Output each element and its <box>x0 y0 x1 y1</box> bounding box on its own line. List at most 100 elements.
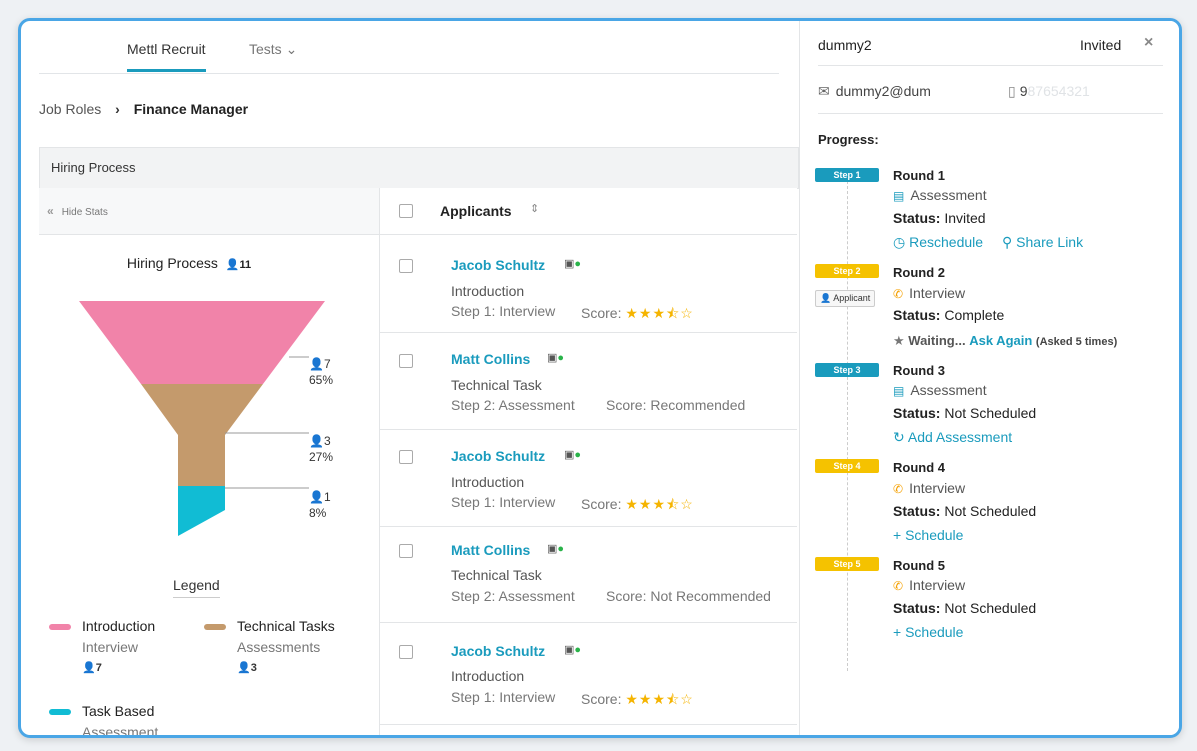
status-value: Complete <box>944 307 1005 323</box>
score-label: Score: Recommended <box>606 397 746 413</box>
status-value: Not Scheduled <box>944 600 1037 616</box>
round-status-4: Status: Not Scheduled <box>893 503 1036 519</box>
round-type-1: ▤ Assessment <box>893 187 987 203</box>
waiting-row: ★ Waiting... Ask Again (Asked 5 times) <box>893 333 1117 349</box>
applicant-score: Score: ★★★⯪☆ <box>581 303 694 327</box>
round-type-3: ▤ Assessment <box>893 382 987 398</box>
legend-sub-2: Assessments <box>237 639 321 655</box>
round-type-4-text: Interview <box>909 480 966 496</box>
funnel-segment-technical <box>141 384 263 486</box>
applicant-row[interactable]: Jacob Schultz ▣● Introduction Step 1: In… <box>380 623 797 725</box>
applicant-stage: Technical Task <box>451 377 542 393</box>
legend-sub-1: Interview <box>82 639 139 655</box>
applicant-row[interactable]: Jacob Schultz ▣● Introduction Step 1: In… <box>380 235 797 333</box>
round-title-2: Round 2 <box>893 265 945 280</box>
double-chevron-left-icon: « <box>47 204 54 218</box>
applicant-tag: 👤 Applicant <box>815 290 876 307</box>
user-icon: 👤 <box>820 293 832 303</box>
add-assessment-button[interactable]: ↻ Add Assessment <box>893 429 1012 446</box>
applicant-row[interactable]: Matt Collins ▣● Technical Task Step 2: A… <box>380 333 797 430</box>
funnel-total-count: 11 <box>239 259 252 271</box>
round-type-1-text: Assessment <box>910 187 987 203</box>
applicants-header: Applicants ⇕ <box>380 188 797 235</box>
phone-icon: ✆ <box>893 287 904 301</box>
applicant-name[interactable]: Matt Collins <box>451 351 531 367</box>
step-badge-1: Step 1 <box>815 168 879 182</box>
share-link-button[interactable]: ⚲ Share Link <box>1002 234 1083 251</box>
applicant-row[interactable]: Jacob Schultz ▣● Introduction Step 1: In… <box>380 430 797 527</box>
ask-again-link[interactable]: Ask Again <box>969 333 1033 348</box>
round-title-4: Round 4 <box>893 460 945 475</box>
funnel-count-3: 1 <box>323 490 331 504</box>
step-badge-4: Step 4 <box>815 459 879 473</box>
row-checkbox[interactable] <box>399 450 413 464</box>
row-checkbox[interactable] <box>399 544 413 558</box>
verified-icon: ▣● <box>547 543 565 555</box>
score-label: Score: Not Recommended <box>606 588 771 604</box>
plus-icon: + <box>893 527 902 543</box>
star-rating-icon: ★★★⯪☆ <box>625 305 694 321</box>
applicant-name[interactable]: Matt Collins <box>451 542 531 558</box>
round-title-1: Round 1 <box>893 168 945 183</box>
round-status-1: Status: Invited <box>893 210 986 226</box>
share-link-label: Share Link <box>1016 234 1084 250</box>
close-icon[interactable]: × <box>1144 34 1154 51</box>
phone-faded: 87654321 <box>1027 83 1090 99</box>
chevron-right-icon: › <box>115 101 120 117</box>
funnel-count-1: 7 <box>323 357 331 371</box>
score-label: Score: <box>581 496 622 512</box>
phone-icon: ▯ <box>1008 83 1016 99</box>
email-value: dummy2@dum <box>835 83 931 99</box>
legend-label-2: Technical Tasks <box>237 618 335 634</box>
legend-label-3: Task Based <box>82 703 155 719</box>
applicant-step: Step 2: Assessment <box>451 588 575 604</box>
reschedule-button[interactable]: ◷ Reschedule <box>893 234 983 251</box>
stats-panel: «Hide Stats Hiring Process 👤11 👤7 65% 👤3 2… <box>39 188 380 735</box>
status-label: Status: <box>893 307 941 323</box>
funnel-pct-2: 27% <box>309 450 334 464</box>
verified-icon: ▣● <box>547 352 565 364</box>
round-type-4: ✆ Interview <box>893 480 965 496</box>
funnel-pct-3: 8% <box>309 506 327 520</box>
funnel-title-text: Hiring Process <box>126 255 218 271</box>
document-icon: ▤ <box>893 384 905 398</box>
breadcrumb: Job Roles › Finance Manager <box>39 101 248 117</box>
funnel-segment-task <box>178 486 225 536</box>
breadcrumb-job-roles[interactable]: Job Roles <box>39 101 102 117</box>
schedule-button[interactable]: + Schedule <box>893 527 963 543</box>
row-checkbox[interactable] <box>399 354 413 368</box>
legend-swatch-1 <box>49 624 71 631</box>
funnel-pct-1: 65% <box>309 373 334 387</box>
row-checkbox[interactable] <box>399 259 413 273</box>
status-value: Not Scheduled <box>944 503 1037 519</box>
hide-stats-button[interactable]: « Hide Stats <box>47 204 108 218</box>
round-type-5-text: Interview <box>909 577 966 593</box>
applicant-score: Score: Recommended <box>606 397 745 413</box>
round-status-5: Status: Not Scheduled <box>893 600 1036 616</box>
tab-mettl-recruit[interactable]: Mettl Recruit <box>127 41 206 72</box>
legend-sub-3: Assessment <box>82 724 159 738</box>
applicant-score: Score: ★★★⯪☆ <box>581 494 694 518</box>
round-type-3-text: Assessment <box>910 382 987 398</box>
sort-icon[interactable]: ⇕ <box>530 203 540 215</box>
verified-icon: ▣● <box>564 449 582 461</box>
row-checkbox[interactable] <box>399 645 413 659</box>
status-label: Status: <box>893 600 941 616</box>
round-type-2: ✆ Interview <box>893 285 965 301</box>
applicant-name[interactable]: Jacob Schultz <box>451 643 546 659</box>
tab-tests[interactable]: Tests ⌄ <box>249 41 298 57</box>
schedule-button[interactable]: + Schedule <box>893 624 963 640</box>
applicant-row[interactable]: Matt Collins ▣● Technical Task Step 2: A… <box>380 527 797 623</box>
applicant-name[interactable]: Jacob Schultz <box>451 257 546 273</box>
funnel-chart <box>79 301 325 536</box>
applicant-name[interactable]: Jacob Schultz <box>451 448 546 464</box>
applicant-score: Score: ★★★⯪☆ <box>581 689 694 713</box>
funnel-segment-introduction <box>79 301 325 384</box>
select-all-checkbox[interactable] <box>399 204 413 218</box>
mail-icon: ✉ <box>818 83 830 99</box>
candidate-name: dummy2 <box>818 37 872 53</box>
verified-icon: ▣● <box>564 258 582 270</box>
asked-times: (Asked 5 times) <box>1035 336 1118 348</box>
legend-count-2-value: 3 <box>250 662 257 674</box>
clock-icon: ◷ <box>893 234 906 250</box>
